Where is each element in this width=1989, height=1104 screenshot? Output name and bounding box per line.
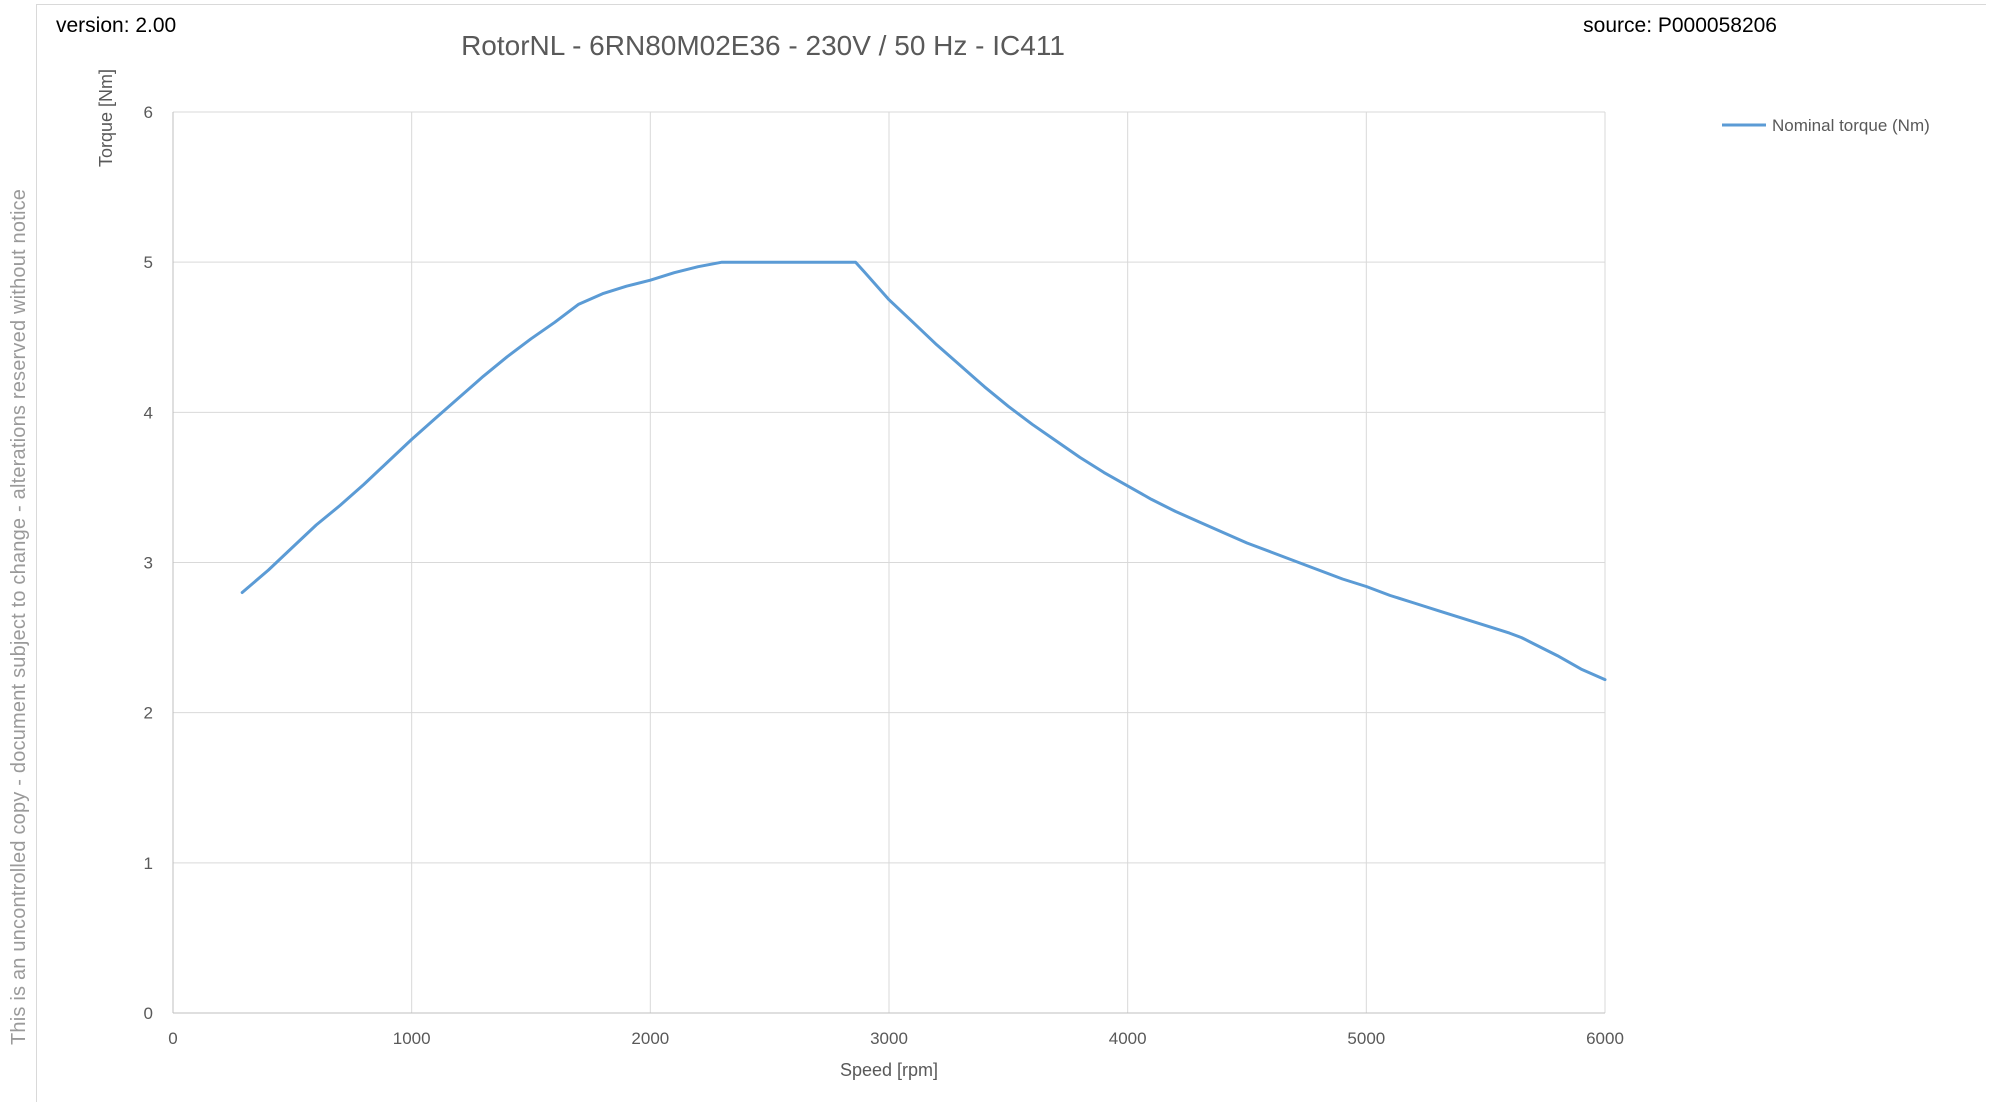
y-tick-label: 1: [144, 854, 153, 873]
x-tick-label: 1000: [393, 1029, 431, 1048]
grid-lines: [172, 111, 1606, 1014]
x-tick-label: 4000: [1109, 1029, 1147, 1048]
series-line-nominal-torque: [240, 260, 1607, 682]
x-tick-label: 5000: [1347, 1029, 1385, 1048]
frame-top-border: [36, 4, 1986, 5]
y-tick-label: 0: [144, 1004, 153, 1023]
x-tick-label: 6000: [1586, 1029, 1624, 1048]
legend-label: Nominal torque (Nm): [1772, 116, 1930, 135]
y-tick-label: 3: [144, 554, 153, 573]
source-label: source: P000058206: [1583, 14, 1777, 37]
x-tick-label: 0: [168, 1029, 177, 1048]
series-layer: [240, 260, 1607, 682]
legend: Nominal torque (Nm): [1722, 116, 1930, 135]
frame-left-border: [36, 4, 37, 1102]
y-tick-label: 2: [144, 704, 153, 723]
y-axis-title: Torque [Nm]: [96, 69, 116, 167]
version-label: version: 2.00: [56, 14, 177, 37]
x-tick-label: 3000: [870, 1029, 908, 1048]
y-tick-label: 6: [144, 103, 153, 122]
y-tick-label: 4: [144, 403, 153, 422]
y-tick-label: 5: [144, 253, 153, 272]
chart-title: RotorNL - 6RN80M02E36 - 230V / 50 Hz - I…: [461, 30, 1065, 61]
axes: [172, 112, 1605, 1014]
x-tick-label: 2000: [631, 1029, 669, 1048]
tick-labels: 0 1 2 3 4 5 6 0 1000 2000 3000 4000 5000 6000: [144, 103, 1624, 1048]
x-axis-title: Speed [rpm]: [840, 1060, 938, 1080]
